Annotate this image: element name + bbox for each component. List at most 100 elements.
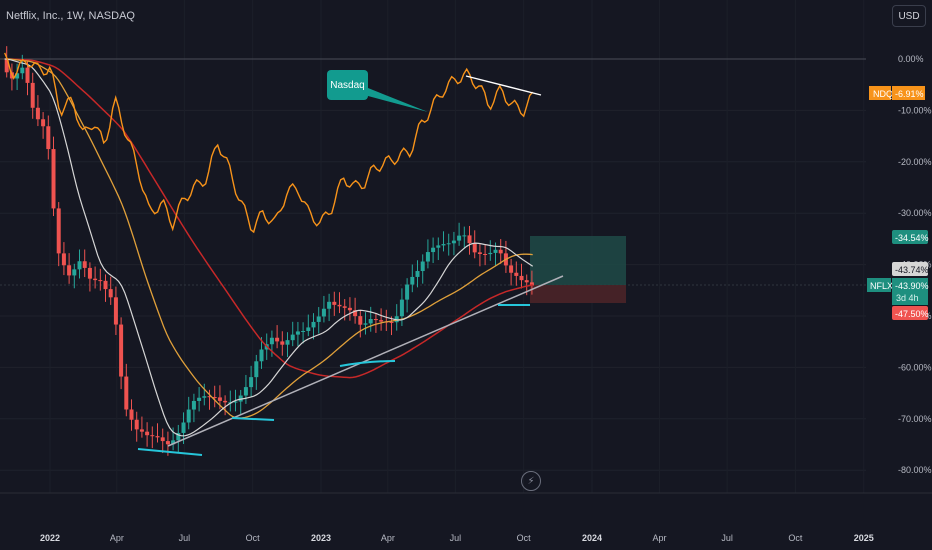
candle-body: [457, 235, 462, 241]
candle-body: [399, 299, 404, 317]
nasdaq-callout[interactable]: Nasdaq: [327, 70, 368, 100]
candle-body: [285, 340, 290, 345]
svg-text:-43.90%: -43.90%: [895, 281, 929, 291]
x-tick-label: Apr: [381, 533, 395, 543]
long-position-target-zone[interactable]: [530, 236, 626, 285]
candle-body: [212, 397, 217, 399]
candle-body: [311, 321, 316, 328]
x-tick-label: Oct: [517, 533, 532, 543]
candle-body: [477, 252, 482, 255]
candle-body: [186, 409, 191, 423]
candle-body: [337, 304, 342, 307]
y-tick-label: -60.00%: [898, 362, 932, 372]
svg-text:-43.74%: -43.74%: [895, 265, 929, 275]
candle-body: [524, 280, 529, 283]
candle-body: [410, 276, 415, 285]
candle-body: [488, 252, 493, 255]
candle-body: [20, 67, 25, 74]
nflx-price-tag: NFLX -43.90% 3d 4h: [867, 278, 929, 305]
candle-body: [269, 337, 274, 345]
candle-body: [493, 249, 498, 253]
candle-body: [280, 341, 285, 345]
candle-body: [373, 319, 378, 321]
candle-body: [119, 324, 124, 377]
x-tick-label: Oct: [246, 533, 261, 543]
lightning-icon[interactable]: ⚡: [521, 471, 541, 491]
y-tick-label: -10.00%: [898, 105, 932, 115]
svg-text:3d 4h: 3d 4h: [896, 293, 919, 303]
candle-body: [249, 377, 254, 388]
candle-body: [207, 396, 212, 398]
y-tick-label: -80.00%: [898, 465, 932, 475]
candle-body: [41, 119, 46, 127]
candle-body: [509, 265, 514, 273]
candle-body: [368, 319, 373, 324]
candle-body: [529, 282, 534, 286]
candle-body: [347, 307, 352, 311]
candle-body: [134, 419, 139, 430]
candle-body: [56, 208, 61, 254]
ndq-price-tag: NDQ -6.91%: [869, 86, 925, 100]
x-tick-label: Oct: [788, 533, 803, 543]
candle-body: [223, 400, 228, 403]
svg-text:NDQ: NDQ: [873, 89, 893, 99]
candle-body: [467, 235, 472, 244]
svg-text:-34.54%: -34.54%: [895, 233, 929, 243]
candle-body: [483, 254, 488, 256]
candle-body: [259, 349, 264, 362]
ma-white-line: [4, 58, 534, 437]
candle-body: [327, 301, 332, 309]
candle-body: [82, 261, 87, 268]
candle-body: [30, 82, 35, 108]
x-axis: 2022 Apr Jul Oct 2023 Apr Jul Oct 2024 Apr Jul Oct 2…: [40, 533, 874, 543]
candle-body: [295, 331, 300, 335]
candle-body: [462, 235, 467, 237]
candle-body: [514, 272, 519, 276]
candle-body: [124, 376, 129, 410]
candle-body: [353, 310, 358, 317]
candle-body: [316, 316, 321, 322]
candle-body: [98, 280, 103, 282]
candle-body: [472, 243, 477, 253]
candle-body: [441, 244, 446, 246]
candle-body: [61, 253, 66, 266]
x-tick-label: Apr: [110, 533, 124, 543]
candle-body: [155, 436, 160, 438]
candle-body: [431, 247, 436, 253]
candle-body: [519, 275, 524, 281]
currency-button[interactable]: USD: [892, 5, 926, 27]
candle-body: [389, 321, 394, 323]
candle-body: [342, 306, 347, 308]
svg-text:NFLX: NFLX: [870, 281, 893, 291]
nasdaq-line: [4, 52, 534, 234]
support-marks: [137, 304, 530, 456]
long-position-stop-zone[interactable]: [530, 285, 626, 303]
x-tick-label: 2025: [854, 533, 874, 543]
candle-body: [51, 149, 56, 209]
candle-body: [306, 327, 311, 331]
x-tick-label: Apr: [653, 533, 667, 543]
x-tick-label: Jul: [721, 533, 733, 543]
candle-body: [446, 243, 451, 245]
candle-body: [405, 284, 410, 300]
ma-orange-line: [4, 58, 533, 419]
candle-body: [93, 278, 98, 281]
candle-body: [436, 245, 441, 248]
y-tick-label: 0.00%: [898, 54, 924, 64]
candle-body: [233, 401, 238, 403]
candle-body: [160, 437, 165, 442]
y-tick-label: -30.00%: [898, 208, 932, 218]
candle-body: [498, 249, 503, 254]
candle-body: [113, 297, 118, 325]
candle-body: [150, 435, 155, 437]
candle-body: [35, 107, 40, 120]
resistance-trendline[interactable]: [465, 75, 542, 96]
callout-pointer: [368, 88, 428, 112]
candle-body: [420, 261, 425, 272]
candle-body: [197, 397, 202, 401]
y-tick-label: -70.00%: [898, 414, 932, 424]
ma-red-line: [4, 58, 533, 379]
candle-body: [415, 271, 420, 277]
candle-body: [129, 409, 134, 420]
